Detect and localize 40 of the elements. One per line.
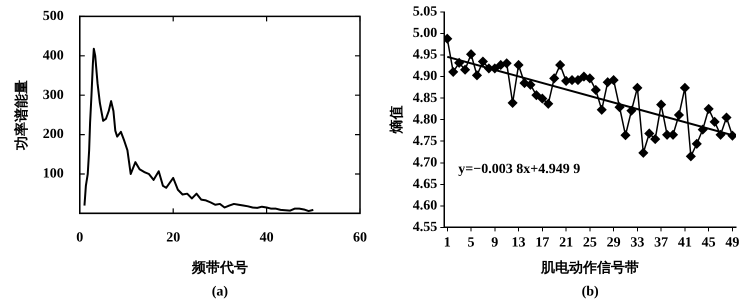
x-tick-label: 20 [166,230,180,246]
x-tick-label: 60 [353,230,367,246]
y-tick-label: 300 [42,88,64,103]
y-tick-label: 4.65 [412,176,438,192]
x-tick-label: 17 [535,235,550,250]
text: (b) [582,284,600,300]
y-tick-label: 4.85 [412,90,438,106]
x-tick-label: 37 [654,235,668,250]
x-tick-label: 21 [559,235,574,250]
y-tick-label: 4.80 [412,112,438,128]
x-tick-label: 40 [260,230,274,246]
y-tick-label: 4.75 [412,134,438,149]
x-tick-label: 33 [630,235,644,250]
y-tick-label: 200 [42,127,64,142]
y-tick-label: 4.55 [412,220,438,236]
x-tick-label: 45 [702,235,716,250]
x-tick-label: 5 [468,235,475,250]
y-tick-label: 5.05 [412,4,438,20]
y-tick-label: 5.00 [412,26,438,42]
x-tick-label: 0 [76,230,84,246]
x-tick-label: 29 [606,235,621,250]
text: (a) [212,284,228,300]
x-axis-title: 肌电动作信号带 [540,260,640,276]
x-axis-title: 频带代号 [190,260,248,276]
x-tick-label: 1 [444,235,451,250]
y-tick-label: 100 [42,166,64,182]
x-tick-label: 41 [678,235,692,250]
y-tick-label: 4.90 [412,69,438,84]
x-tick-label: 25 [582,235,597,250]
annotation: y=−0.003 8x+4.949 9 [458,162,580,178]
y-axis-title: 熵值 [389,106,406,135]
x-tick-label: 49 [725,235,740,250]
y-tick-label: 400 [42,48,64,64]
y-tick-label: 500 [42,9,64,24]
y-axis-title: 功率谱能量 [13,80,30,151]
y-tick-label: 4.95 [412,48,438,63]
x-tick-label: 13 [512,235,526,250]
y-tick-label: 4.60 [412,198,438,214]
y-tick-label: 4.70 [412,155,438,170]
x-tick-label: 9 [491,235,498,250]
